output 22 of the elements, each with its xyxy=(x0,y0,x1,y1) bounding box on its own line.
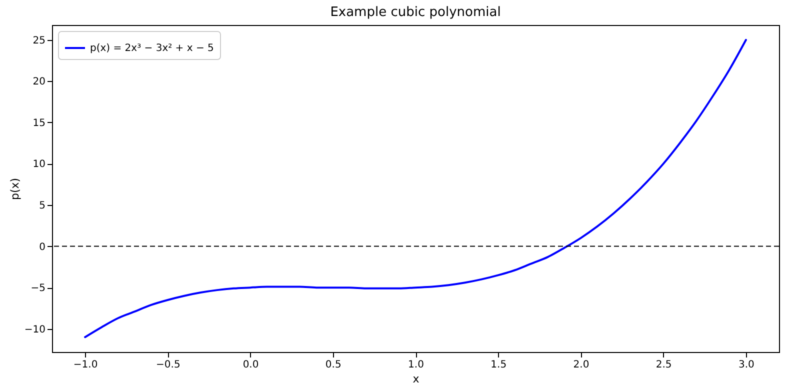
x-tick-label: −1.0 xyxy=(73,360,98,370)
y-tick-label: 0 xyxy=(39,242,46,253)
x-tick-label: 3.0 xyxy=(738,360,754,370)
y-tick-label: 10 xyxy=(32,159,46,170)
x-tick-label: 0.0 xyxy=(242,360,259,370)
y-axis-title: p(x) xyxy=(8,178,22,200)
x-tick-label: 1.5 xyxy=(490,360,507,370)
x-tick-label: 2.0 xyxy=(573,360,590,370)
x-tick-label: 2.5 xyxy=(656,360,672,370)
x-axis-title: x xyxy=(412,372,420,386)
y-tick-label: 25 xyxy=(32,35,46,46)
x-tick-label: 1.0 xyxy=(408,360,424,370)
x-tick-label: 0.5 xyxy=(325,360,342,370)
y-tick-label: 20 xyxy=(32,76,46,88)
y-tick-label: 15 xyxy=(32,118,46,129)
y-tick-label: −5 xyxy=(30,283,46,294)
y-tick-label: −10 xyxy=(24,324,46,336)
x-tick-label: −0.5 xyxy=(156,360,180,370)
legend-label: p(x) = 2x³ − 3x² + x − 5 xyxy=(90,43,214,54)
y-tick-label: 5 xyxy=(39,200,46,212)
line-series xyxy=(84,38,747,338)
chart-title: Example cubic polynomial xyxy=(330,5,501,20)
